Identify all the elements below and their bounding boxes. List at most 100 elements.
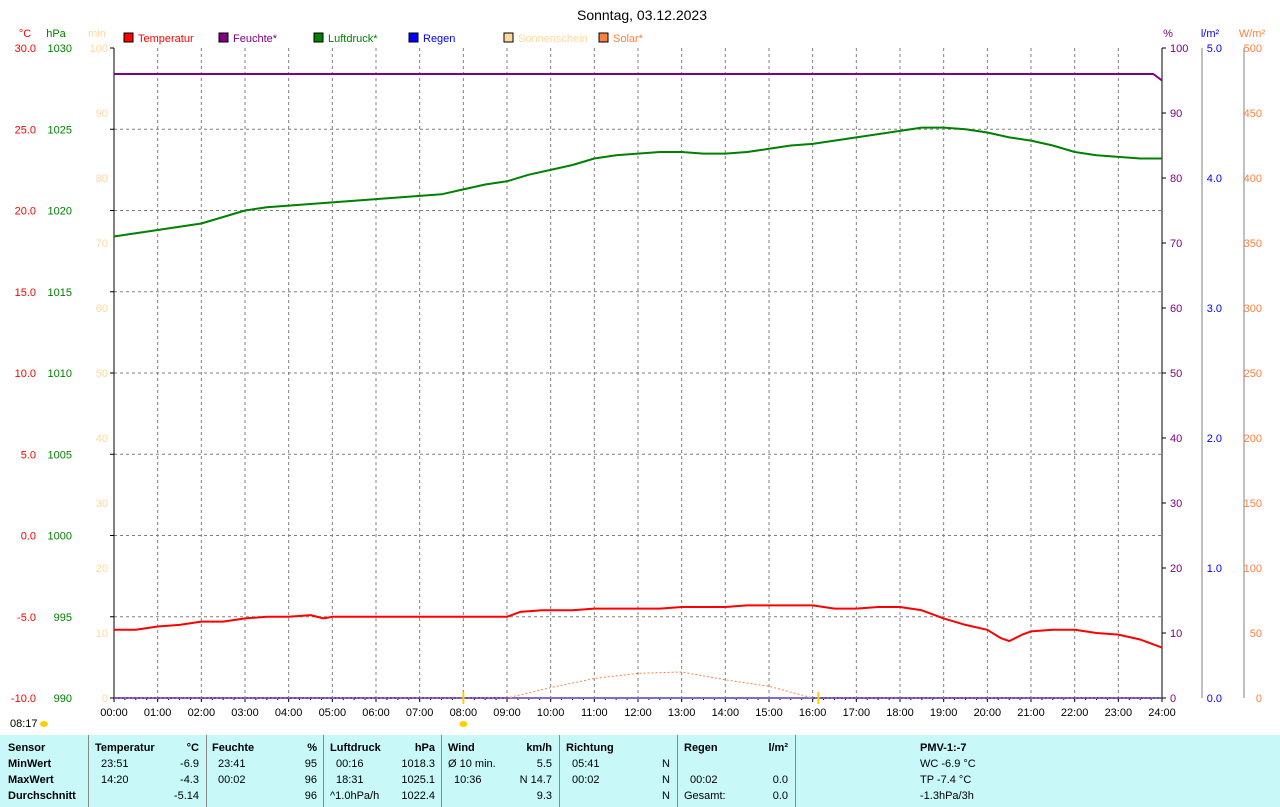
feuchte-max-value: 96: [304, 774, 317, 786]
row-label: Durchschnitt: [8, 790, 76, 802]
temp-unit-label: °C: [19, 28, 31, 40]
humidity-tick-label: 80: [1170, 173, 1182, 185]
humidity-tick-label: 10: [1170, 628, 1182, 640]
header-temp-unit: °C: [186, 742, 199, 754]
rain-tick-label: 3.0: [1207, 303, 1222, 315]
legend: Temperatur Feuchte* Luftdruck* Regen Son…: [123, 32, 644, 45]
legend-swatch-sonnenschein: [503, 32, 514, 43]
grid: [114, 48, 1162, 698]
x-tick-label: 09:00: [493, 707, 521, 719]
humidity-tick-label: 0: [1170, 693, 1176, 705]
header-temperatur: Temperatur: [95, 742, 155, 754]
x-tick-label: 13:00: [668, 707, 696, 719]
header-luftdruck-unit: hPa: [414, 742, 435, 754]
divider: [88, 735, 89, 807]
solar-tick-label: 200: [1244, 433, 1262, 445]
sun-tick-label: 70: [96, 238, 108, 250]
richtung-time: 00:02: [572, 774, 600, 786]
legend-label-temperatur: Temperatur: [138, 33, 194, 45]
x-tick-label: 05:00: [319, 707, 347, 719]
x-tick-label: 23:00: [1105, 707, 1133, 719]
sun-tick-label: 10: [96, 628, 108, 640]
sun-tick-label: 80: [96, 173, 108, 185]
x-tick-label: 22:00: [1061, 707, 1089, 719]
x-tick-label: 24:00: [1148, 707, 1176, 719]
sun-tick-label: 60: [96, 303, 108, 315]
pressure-tick-label: 1015: [48, 287, 72, 299]
x-tick-label: 08:00: [450, 707, 478, 719]
humidity-tick-label: 30: [1170, 498, 1182, 510]
header-wind: Wind: [448, 742, 475, 754]
feuchte-min-value: 95: [304, 758, 317, 770]
x-tick-label: 21:00: [1017, 707, 1045, 719]
richtung-dir: N: [662, 758, 670, 770]
row-label: MaxWert: [8, 774, 54, 786]
solar-tick-label: 50: [1250, 628, 1262, 640]
x-tick-label: 15:00: [755, 707, 783, 719]
feuchte-min-time: 23:41: [218, 758, 246, 770]
temp-tick-label: 20.0: [15, 206, 36, 218]
divider: [441, 735, 442, 807]
x-tick-label: 03:00: [231, 707, 259, 719]
x-tick-label: 19:00: [930, 707, 958, 719]
richtung-dir: N: [662, 774, 670, 786]
temp-tick-label: 30.0: [15, 43, 36, 55]
sun-tick-label: 50: [96, 368, 108, 380]
header-luftdruck: Luftdruck: [330, 742, 381, 754]
solar-tick-label: 100: [1244, 563, 1262, 575]
row-label: MinWert: [8, 758, 52, 770]
header-regen-unit: l/m²: [768, 742, 788, 754]
regen-max-time: 00:02: [690, 774, 718, 786]
chart-title: Sonntag, 03.12.2023: [577, 7, 707, 23]
luftdruck-avg-value: 1022.4: [401, 790, 435, 802]
temp-min-value: -6.9: [180, 758, 199, 770]
temp-tick-label: -5.0: [17, 612, 36, 624]
temp-tick-label: 25.0: [15, 124, 36, 136]
temp-tick-label: 15.0: [15, 287, 36, 299]
wind-max-time: 10:36: [454, 774, 482, 786]
rain-tick-label: 1.0: [1207, 563, 1222, 575]
feuchte-avg-value: 96: [304, 790, 317, 802]
sun-tick-label: 0: [102, 693, 108, 705]
x-tick-label: 20:00: [974, 707, 1002, 719]
legend-label-feuchte: Feuchte*: [233, 33, 278, 45]
divider: [323, 735, 324, 807]
sun-icon: [40, 721, 48, 727]
sunrise-sun-icon: [459, 721, 468, 727]
luftdruck-min-value: 1018.3: [401, 758, 435, 770]
humidity-tick-label: 100: [1170, 43, 1188, 55]
temp-avg-value: -5.14: [173, 790, 199, 802]
header-feuchte: Feuchte: [212, 742, 255, 754]
legend-label-regen: Regen: [423, 33, 455, 45]
extra-value: TP -7.4 °C: [920, 774, 972, 786]
pressure-tick-label: 1025: [48, 124, 72, 136]
sun-tick-label: 30: [96, 498, 108, 510]
humidity-unit-label: %: [1163, 28, 1173, 40]
temp-tick-label: 5.0: [21, 449, 36, 461]
sun-tick-label: 90: [96, 108, 108, 120]
x-tick-label: 07:00: [406, 707, 434, 719]
pressure-tick-label: 1030: [48, 43, 72, 55]
sun-tick-label: 40: [96, 433, 108, 445]
regen-total-label: Gesamt:: [684, 790, 726, 802]
humidity-tick-label: 40: [1170, 433, 1182, 445]
pressure-tick-label: 1005: [48, 449, 72, 461]
regen-total-value: 0.0: [772, 790, 788, 802]
x-tick-label: 11:00: [581, 707, 608, 719]
legend-swatch-luftdruck: [313, 32, 324, 43]
solar-tick-label: 500: [1244, 43, 1262, 55]
solar-unit-label: W/m²: [1239, 28, 1266, 40]
x-tick-label: 16:00: [799, 707, 827, 719]
header-pmv: PMV-1:-7: [920, 742, 967, 754]
solar-tick-label: 400: [1244, 173, 1262, 185]
luftdruck-trend: ^1.0hPa/h: [330, 790, 380, 802]
luftdruck-max-value: 1025.1: [401, 774, 435, 786]
sun-unit-label: min: [88, 28, 106, 40]
series-line-feuchte: [114, 73, 1163, 82]
x-tick-label: 14:00: [712, 707, 740, 719]
header-richtung: Richtung: [566, 742, 614, 754]
legend-label-luftdruck: Luftdruck*: [328, 33, 378, 45]
pressure-tick-label: 1000: [48, 531, 72, 543]
pressure-tick-label: 1010: [48, 368, 72, 380]
temp-tick-label: 10.0: [15, 368, 36, 380]
